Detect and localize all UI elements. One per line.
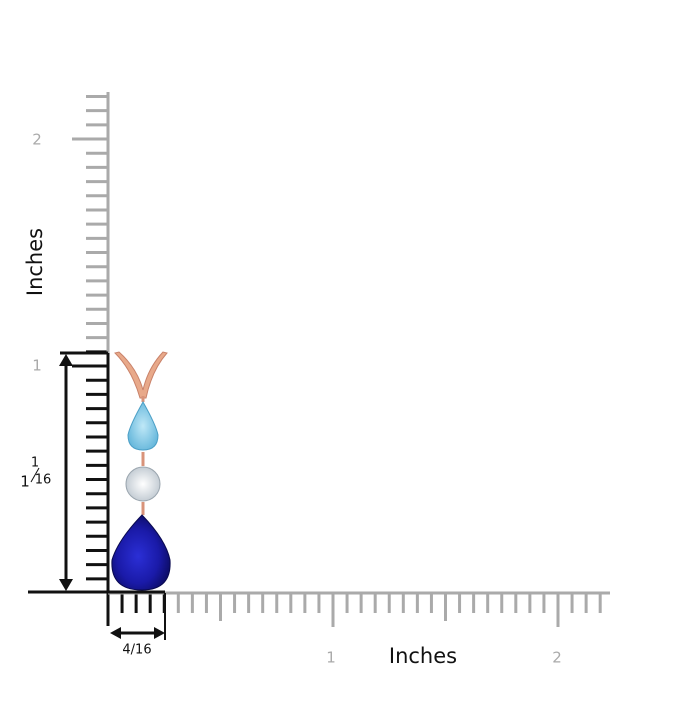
x-tick-label: 1 (326, 649, 336, 667)
y-axis-label: Inches (23, 228, 47, 296)
fraction-slash (30, 467, 40, 483)
width-label: 4/16 (122, 643, 151, 658)
height-whole: 1 (20, 473, 30, 491)
arrow-heads (110, 627, 165, 639)
height-denominator: 16 (35, 473, 52, 488)
pendant (111, 351, 171, 591)
height-numerator: 1 (31, 456, 39, 471)
x-axis-label: Inches (389, 644, 457, 668)
x-tick-label: 2 (552, 649, 562, 667)
y-tick-label: 2 (32, 131, 42, 149)
y-tick-label: 1 (32, 357, 42, 375)
